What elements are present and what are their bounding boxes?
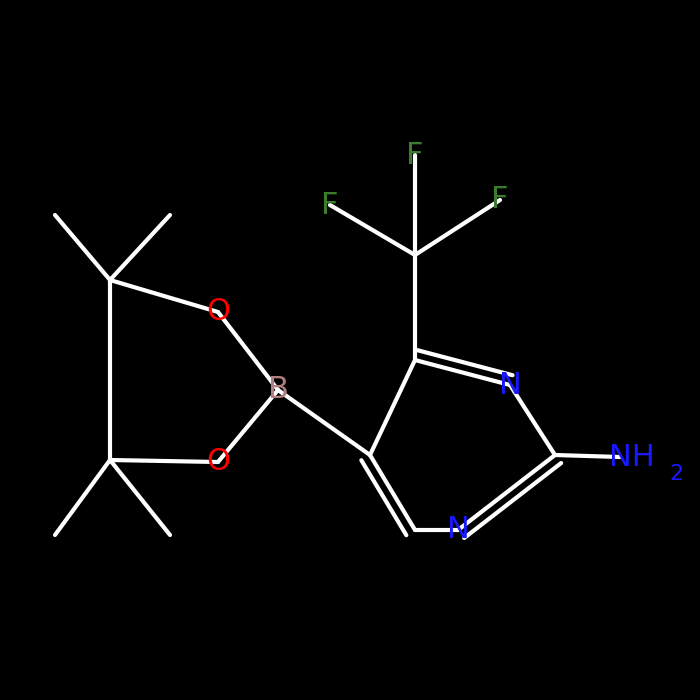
Text: N: N <box>447 515 470 545</box>
Text: B: B <box>267 375 288 405</box>
Text: NH: NH <box>609 442 654 472</box>
Text: O: O <box>206 298 230 326</box>
Text: N: N <box>498 370 522 400</box>
Text: F: F <box>321 190 339 220</box>
Text: O: O <box>206 447 230 477</box>
Text: F: F <box>406 141 424 169</box>
Text: F: F <box>491 186 509 214</box>
Text: 2: 2 <box>669 464 683 484</box>
